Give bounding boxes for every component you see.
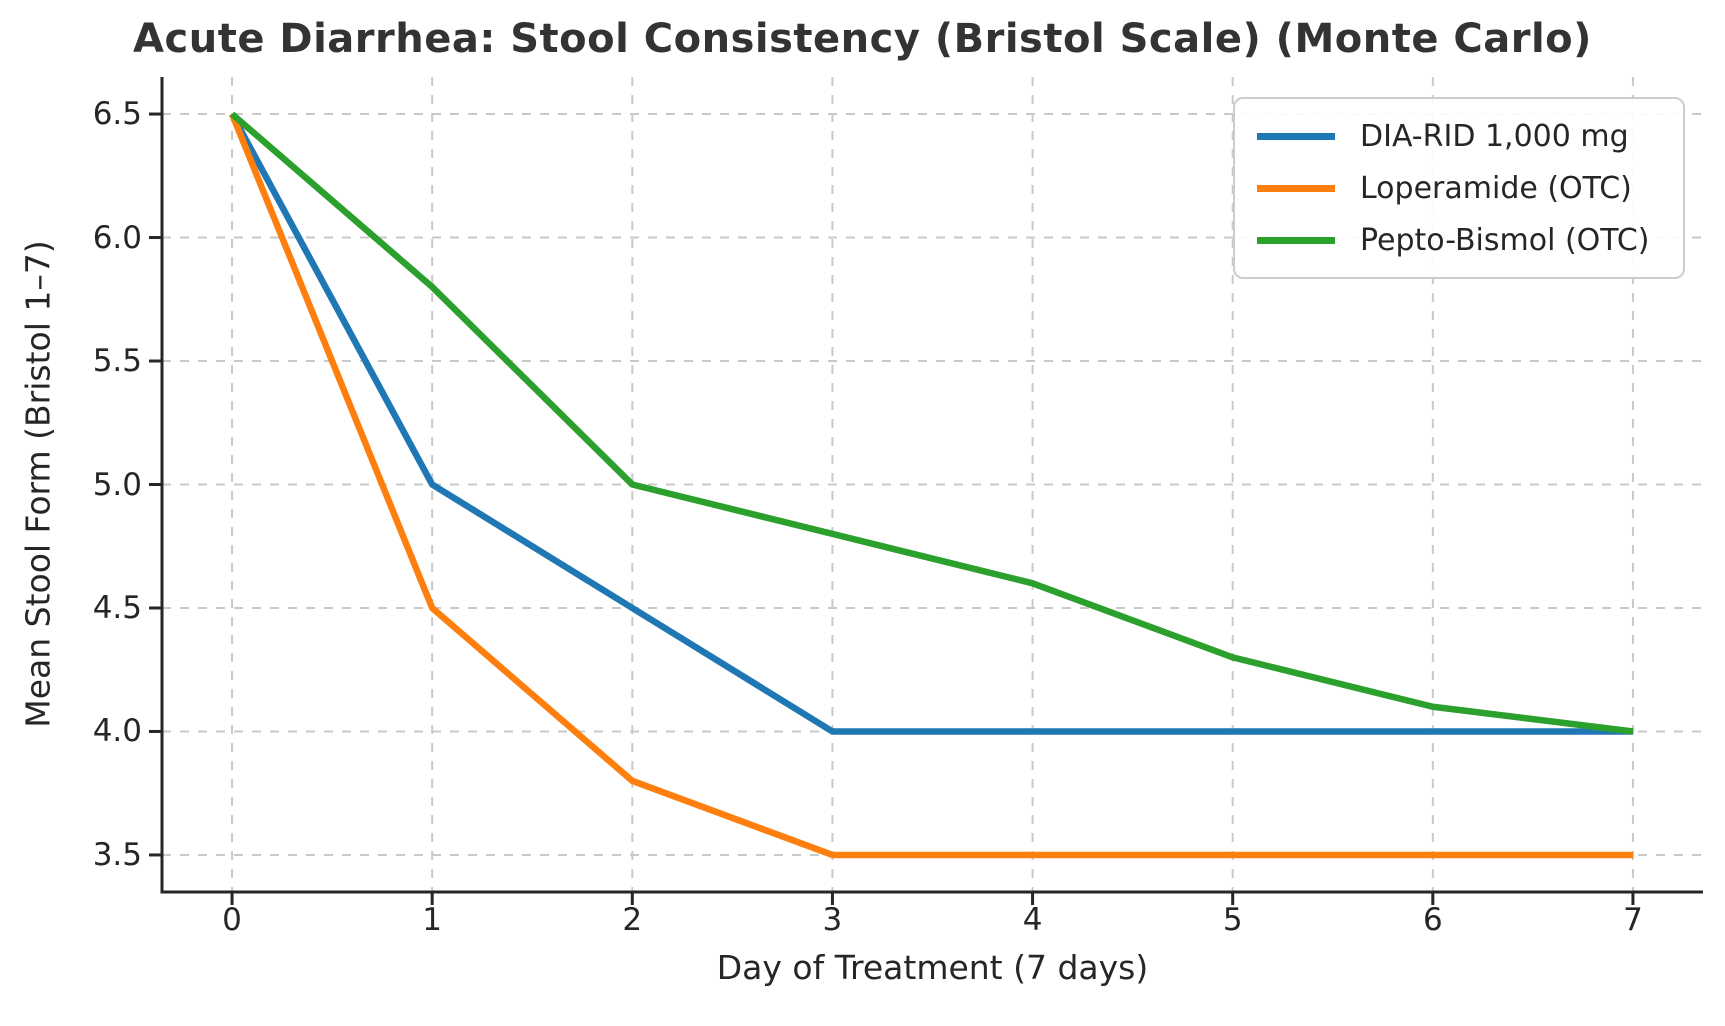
- series-line-pepto-bismol-otc-: [229, 111, 1634, 735]
- x-tick-label: 0: [222, 902, 242, 938]
- x-tick-label: 3: [822, 902, 843, 938]
- legend-line-swatch: [1257, 236, 1335, 244]
- y-tick-label: 6.5: [92, 96, 142, 133]
- y-tick-label: 4.0: [92, 713, 142, 750]
- chart-title: Acute Diarrhea: Stool Consistency (Brist…: [133, 16, 1592, 62]
- legend-item: Pepto-Bismol (OTC): [1257, 219, 1661, 261]
- legend-item: DIA-RID 1,000 mg: [1257, 115, 1661, 157]
- y-tick-label: 5.0: [92, 466, 142, 503]
- legend-line-swatch: [1257, 184, 1335, 192]
- series-line-dia-rid-1-000-mg: [229, 112, 1633, 735]
- x-tick-label: 2: [622, 902, 643, 938]
- x-axis-label: Day of Treatment (7 days): [716, 948, 1149, 987]
- legend-line-swatch: [1257, 132, 1335, 140]
- y-tick-label: 5.5: [92, 343, 142, 379]
- series-line-loperamide-otc-: [229, 112, 1633, 859]
- y-tick-label: 6.0: [92, 219, 142, 256]
- x-tick-label: 4: [1022, 902, 1043, 938]
- legend-label: Loperamide (OTC): [1360, 170, 1632, 206]
- x-tick-label: 6: [1422, 902, 1443, 938]
- data-series-lines: [229, 111, 1634, 859]
- legend-item: Loperamide (OTC): [1257, 167, 1661, 209]
- y-tick-label: 4.5: [92, 589, 142, 626]
- axes-spines-and-ticks: [149, 77, 1703, 905]
- legend-label: Pepto-Bismol (OTC): [1360, 222, 1650, 258]
- x-tick-label: 1: [422, 902, 443, 938]
- x-tick-label: 7: [1623, 902, 1643, 938]
- y-tick-label: 3.5: [92, 836, 142, 873]
- x-tick-label: 5: [1222, 902, 1243, 938]
- legend: DIA-RID 1,000 mg Loperamide (OTC) Pepto-Bi…: [1233, 97, 1685, 279]
- legend-label: DIA-RID 1,000 mg: [1360, 118, 1629, 154]
